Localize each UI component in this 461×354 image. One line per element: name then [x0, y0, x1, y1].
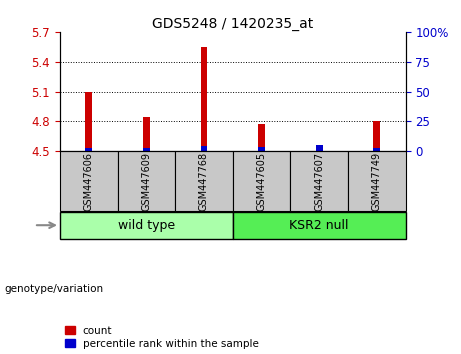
Bar — [373, 148, 380, 151]
Text: GSM447605: GSM447605 — [257, 152, 266, 211]
Bar — [201, 47, 207, 151]
Bar — [290, 151, 348, 211]
Bar — [143, 118, 150, 151]
Bar — [233, 212, 406, 239]
Text: GSM447606: GSM447606 — [84, 152, 94, 211]
Text: GSM447607: GSM447607 — [314, 152, 324, 211]
Text: GSM447749: GSM447749 — [372, 152, 382, 211]
Bar — [118, 151, 175, 211]
Bar — [316, 145, 323, 151]
Bar — [373, 121, 380, 151]
Bar — [175, 151, 233, 211]
Bar — [316, 150, 323, 151]
Text: wild type: wild type — [118, 219, 175, 232]
Bar — [233, 151, 290, 211]
Bar — [60, 151, 118, 211]
Bar — [143, 148, 150, 151]
Text: GSM447768: GSM447768 — [199, 152, 209, 211]
Bar — [85, 148, 92, 151]
Bar — [258, 147, 265, 151]
Bar — [60, 212, 233, 239]
Bar — [348, 151, 406, 211]
Bar — [201, 146, 207, 151]
Title: GDS5248 / 1420235_at: GDS5248 / 1420235_at — [152, 17, 313, 31]
Legend: count, percentile rank within the sample: count, percentile rank within the sample — [65, 326, 259, 349]
Bar — [258, 124, 265, 151]
Text: genotype/variation: genotype/variation — [5, 284, 104, 293]
Text: GSM447609: GSM447609 — [142, 152, 151, 211]
Text: KSR2 null: KSR2 null — [290, 219, 349, 232]
Bar — [85, 92, 92, 151]
